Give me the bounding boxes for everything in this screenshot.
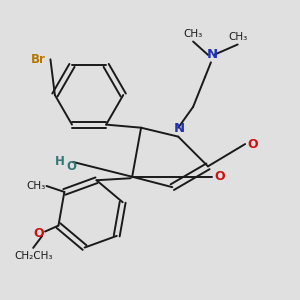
Text: O: O xyxy=(33,226,44,239)
Text: H: H xyxy=(54,155,64,168)
Text: O: O xyxy=(66,160,76,173)
Text: CH₃: CH₃ xyxy=(184,29,203,39)
Text: Br: Br xyxy=(31,53,46,66)
Text: CH₃: CH₃ xyxy=(26,181,46,191)
Text: O: O xyxy=(214,170,225,183)
Text: CH₃: CH₃ xyxy=(228,32,247,42)
Text: N: N xyxy=(207,48,218,62)
Text: N: N xyxy=(174,122,185,135)
Text: CH₂CH₃: CH₂CH₃ xyxy=(14,251,52,261)
Text: O: O xyxy=(247,138,258,151)
